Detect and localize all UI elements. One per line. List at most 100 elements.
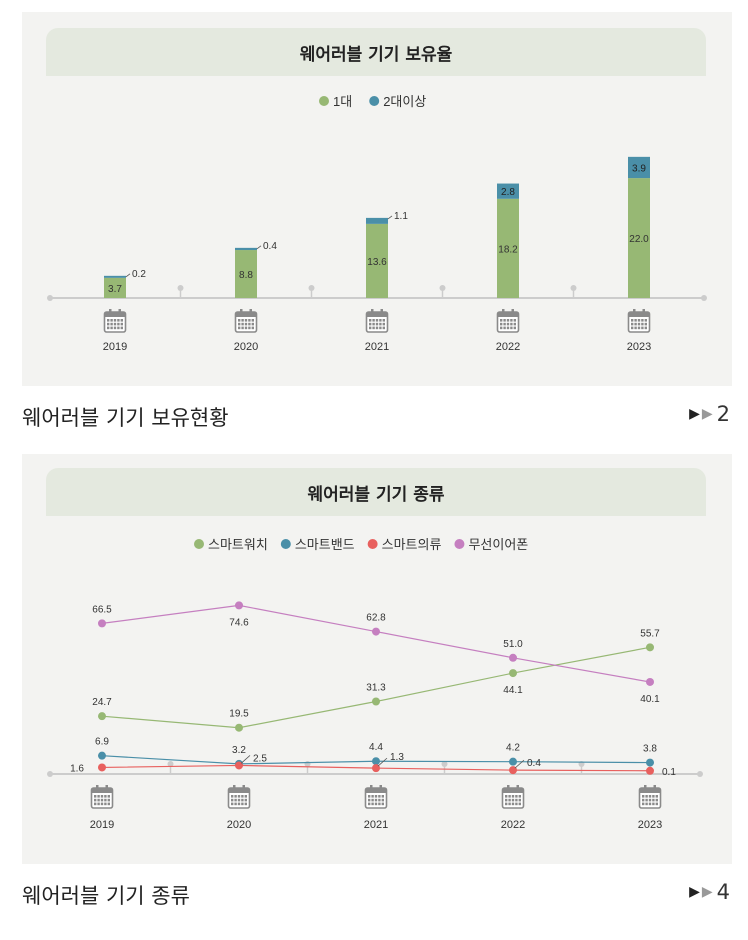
point-smartband — [98, 751, 106, 760]
data-value-label: 44.1 — [503, 685, 523, 696]
bar-1dae — [628, 178, 650, 298]
axis-tick-dot — [570, 285, 577, 291]
point-earphone — [509, 653, 517, 662]
data-value-label: 3.8 — [643, 744, 657, 755]
legend-marker — [369, 96, 380, 106]
label-leader-line — [256, 245, 262, 250]
x-tick-label: 2022 — [501, 819, 525, 831]
legend-marker — [319, 96, 329, 106]
data-value-label: 66.5 — [92, 604, 112, 615]
page-reference[interactable]: ▶ ▶ 4 — [689, 880, 730, 904]
x-tick-label: 2020 — [234, 341, 258, 353]
data-value-label: 62.8 — [366, 613, 386, 624]
x-tick-label: 2023 — [638, 819, 662, 831]
label-leader-line — [377, 757, 388, 767]
bar-value-label: 3.9 — [632, 163, 646, 174]
axis-end-dot — [697, 771, 703, 777]
page-reference[interactable]: ▶ ▶ 2 — [689, 402, 730, 426]
axis-tick-dot — [441, 761, 448, 767]
calendar-icon — [90, 785, 114, 809]
x-tick-label: 2021 — [364, 819, 388, 831]
bar-value-label: 0.4 — [263, 241, 277, 252]
types-line-chart: 스마트워치 스마트밴드 스마트의류 무선이어폰 24.7 19.5 31.3 44.1 55.7… — [47, 537, 703, 831]
arrow-right-icon: ▶ — [701, 406, 713, 422]
bar-2dae-isang — [104, 275, 126, 278]
calendar-icon — [227, 785, 251, 809]
point-earphone — [98, 619, 106, 628]
bar-value-label: 3.7 — [108, 284, 122, 295]
label-leader-line — [514, 759, 525, 769]
point-smartwatch — [98, 712, 106, 721]
legend-label: 1대 — [333, 94, 352, 109]
axis-end-dot — [47, 771, 53, 777]
bar-value-label: 2.8 — [501, 187, 515, 198]
data-value-label: 1.3 — [390, 752, 404, 763]
axis-tick-dot — [167, 761, 174, 767]
calendar-icon — [364, 785, 388, 809]
bar-2dae-isang — [366, 217, 388, 224]
legend-label: 2대이상 — [383, 94, 426, 109]
chart-title: 웨어러블 기기 보유율 — [46, 28, 706, 76]
bar-value-label: 22.0 — [629, 234, 649, 245]
bar-value-label: 13.6 — [367, 257, 387, 268]
data-value-label: 19.5 — [229, 709, 249, 720]
calendar-icon — [234, 309, 258, 333]
point-smartwatch — [372, 697, 380, 706]
data-value-label: 31.3 — [366, 683, 386, 694]
figure-caption: 웨어러블 기기 종류 — [22, 884, 190, 908]
calendar-icon — [627, 309, 651, 333]
legend-marker — [454, 539, 465, 549]
label-leader-line — [387, 215, 393, 220]
bar-value-label: 8.8 — [239, 270, 253, 281]
data-value-label: 1.6 — [70, 763, 84, 774]
bar-value-label: 1.1 — [394, 211, 408, 222]
data-value-label: 2.5 — [253, 753, 267, 764]
data-value-label: 0.4 — [527, 758, 541, 769]
legend-label: 스마트밴드 — [295, 537, 355, 552]
label-leader-line — [240, 755, 251, 764]
calendar-icon — [365, 309, 389, 333]
calendar-icon — [496, 309, 520, 333]
bar-value-label: 18.2 — [498, 244, 518, 255]
bar-2dae-isang — [628, 156, 650, 179]
label-leader-line — [125, 273, 131, 278]
arrow-right-icon: ▶ — [689, 884, 700, 900]
legend-label: 무선이어폰 — [468, 537, 528, 552]
x-tick-label: 2021 — [365, 341, 389, 353]
data-value-label: 40.1 — [640, 694, 660, 705]
bar-1dae — [104, 277, 126, 298]
chart-panel-types: 웨어러블 기기 종류 스마트워치 스마트밴드 스마트의류 무선이어폰 24.7 19.5 3… — [22, 454, 732, 864]
data-value-label: 4.4 — [369, 742, 383, 753]
axis-tick-dot — [308, 285, 315, 291]
axis-tick-dot — [304, 761, 311, 767]
chart-panel-ownership: 웨어러블 기기 보유율 1대 2대이상 3.7 0.2 2019 8.8 0.4 2020 13… — [22, 12, 732, 386]
point-smartwatch — [646, 643, 654, 652]
data-value-label: 3.2 — [232, 745, 246, 756]
point-earphone — [646, 677, 654, 686]
legend-label: 스마트의류 — [382, 537, 442, 552]
point-smartwatch — [235, 723, 243, 732]
bar-2dae-isang — [497, 183, 519, 199]
data-value-label: 24.7 — [92, 697, 112, 708]
arrow-right-icon: ▶ — [689, 406, 700, 422]
figure-caption: 웨어러블 기기 보유현황 — [22, 406, 229, 430]
x-tick-label: 2019 — [103, 341, 127, 353]
chart-title: 웨어러블 기기 종류 — [46, 468, 706, 516]
legend-marker — [194, 539, 204, 549]
axis-end-dot — [47, 295, 53, 301]
calendar-icon — [103, 309, 127, 333]
axis-tick-dot — [177, 285, 184, 291]
bar-1dae — [235, 250, 257, 298]
bar-value-label: 0.2 — [132, 269, 146, 280]
data-value-label: 51.0 — [503, 639, 523, 650]
page-number: 4 — [716, 880, 730, 904]
x-tick-label: 2019 — [90, 819, 114, 831]
data-value-label: 0.1 — [662, 767, 676, 778]
calendar-icon — [638, 785, 662, 809]
page-number: 2 — [716, 402, 730, 426]
point-smartwatch — [509, 669, 517, 678]
data-value-label: 55.7 — [640, 628, 660, 639]
legend-label: 스마트워치 — [208, 537, 268, 552]
point-smartclothes — [646, 766, 654, 775]
legend-marker — [367, 539, 378, 549]
